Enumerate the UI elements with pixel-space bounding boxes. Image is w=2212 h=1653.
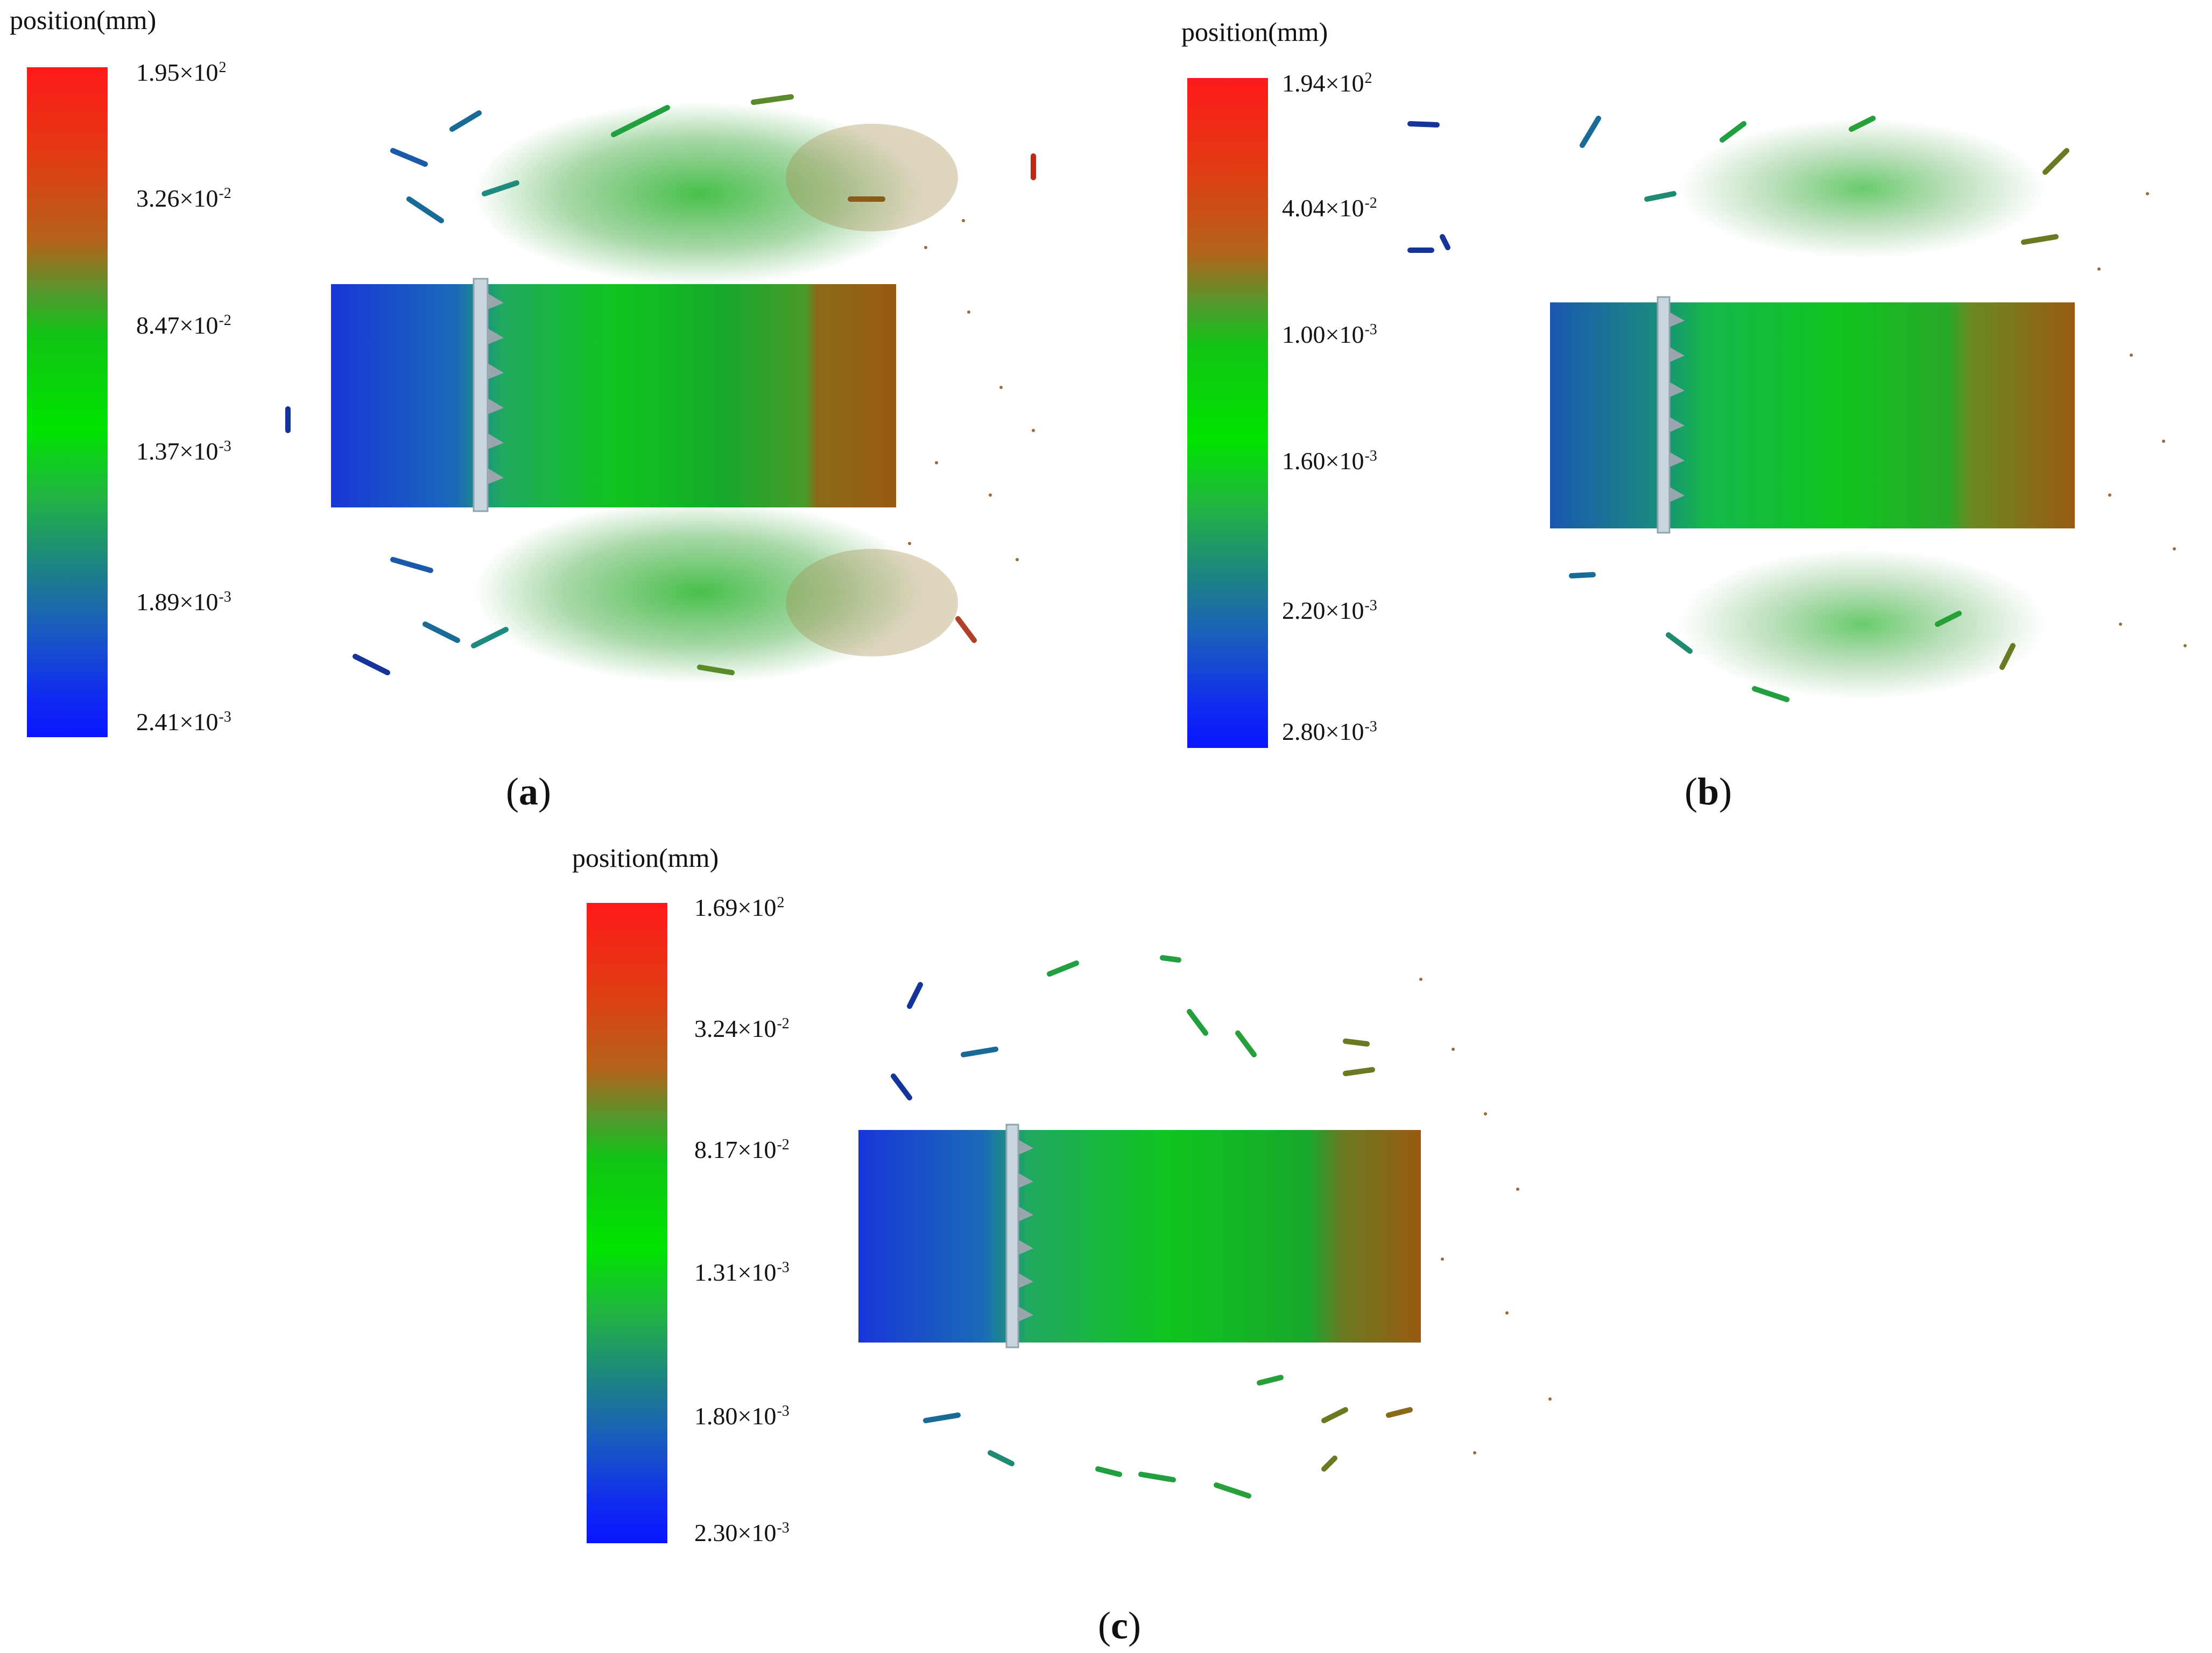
color-scale-bar-b xyxy=(1187,78,1268,748)
caption-a: (a) xyxy=(506,770,551,813)
legend-tick-a-3: 1.37×10-3 xyxy=(136,437,231,465)
caption-b: (b) xyxy=(1685,770,1732,813)
legend-tick-b-5: 2.80×10-3 xyxy=(1282,718,1377,745)
simulation-view-a xyxy=(285,94,1036,683)
simulation-view-b xyxy=(1407,116,2187,702)
screw-shaft-b xyxy=(1657,296,1671,534)
legend-tick-b-1: 4.04×10-2 xyxy=(1282,194,1377,222)
simulated-body-a xyxy=(331,284,896,507)
legend-tick-c-4: 1.80×10-3 xyxy=(694,1402,790,1430)
legend-title-a: position(mm) xyxy=(10,5,157,35)
legend-title-c: position(mm) xyxy=(572,843,719,873)
caption-c: (c) xyxy=(1098,1604,1141,1647)
simulation-view-c xyxy=(858,955,1552,1499)
screw-shaft-a xyxy=(473,278,489,512)
legend-tick-c-5: 2.30×10-3 xyxy=(694,1519,790,1546)
legend-title-b: position(mm) xyxy=(1181,17,1328,47)
legend-tick-c-2: 8.17×10-2 xyxy=(694,1136,790,1163)
screw-shaft-c xyxy=(1005,1124,1019,1348)
legend-tick-b-2: 1.00×10-3 xyxy=(1282,321,1377,348)
legend-tick-b-4: 2.20×10-3 xyxy=(1282,597,1377,624)
scattered-dots-c xyxy=(1419,978,1552,1454)
legend-tick-c-0: 1.69×102 xyxy=(694,894,785,921)
fiber-particles-a xyxy=(285,94,1036,675)
particle-cloud-b xyxy=(1679,118,2045,700)
simulated-body-b xyxy=(1550,302,2075,528)
legend-tick-a-5: 2.41×10-3 xyxy=(136,708,231,736)
fiber-particles-c xyxy=(891,955,1413,1499)
legend-tick-a-2: 8.47×10-2 xyxy=(136,312,231,339)
scattered-dots-b xyxy=(2097,192,2187,647)
scattered-dots-a xyxy=(908,219,1035,561)
screw-flights-c xyxy=(1018,1140,1033,1322)
legend-tick-c-3: 1.31×10-3 xyxy=(694,1259,790,1286)
particle-cloud-a xyxy=(474,102,958,683)
legend-tick-a-4: 1.89×10-3 xyxy=(136,588,231,616)
legend-tick-c-1: 3.24×10-2 xyxy=(694,1015,790,1042)
fiber-particles-b xyxy=(1407,116,2069,702)
simulated-body-c xyxy=(858,1130,1421,1343)
color-scale-bar-c xyxy=(587,903,667,1543)
screw-flights-a xyxy=(488,293,504,484)
legend-tick-a-1: 3.26×10-2 xyxy=(136,185,231,212)
color-scale-bar-a xyxy=(27,67,108,737)
screw-flights-b xyxy=(1669,312,1685,502)
legend-tick-b-0: 1.94×102 xyxy=(1282,69,1372,97)
legend-tick-a-0: 1.95×102 xyxy=(136,59,227,86)
legend-tick-b-3: 1.60×10-3 xyxy=(1282,447,1377,475)
